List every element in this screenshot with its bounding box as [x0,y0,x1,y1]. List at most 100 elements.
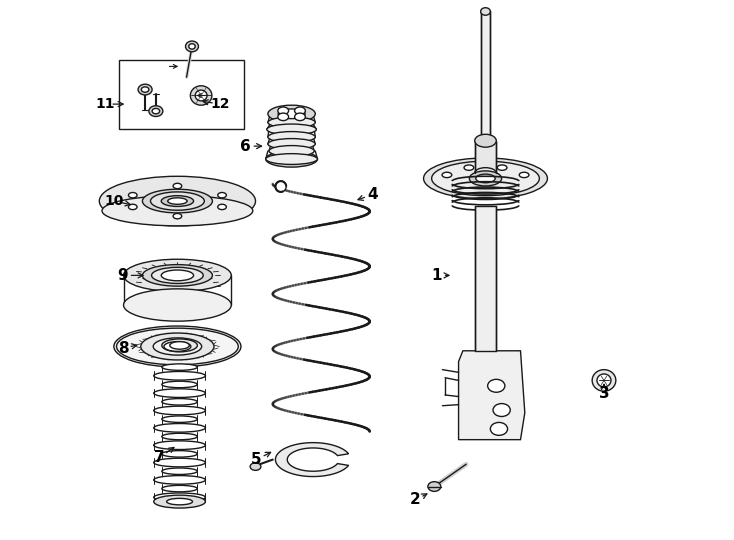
Ellipse shape [141,333,214,360]
Ellipse shape [275,181,286,192]
Ellipse shape [161,364,197,370]
Ellipse shape [186,41,198,52]
Ellipse shape [464,165,473,170]
Ellipse shape [167,198,187,204]
Ellipse shape [114,326,241,367]
Ellipse shape [153,389,206,397]
Ellipse shape [218,192,226,198]
Ellipse shape [161,347,197,353]
Ellipse shape [153,372,206,380]
Ellipse shape [142,87,149,92]
Ellipse shape [173,183,182,188]
Ellipse shape [497,165,507,170]
Ellipse shape [153,476,206,484]
Ellipse shape [475,167,496,178]
Ellipse shape [294,107,305,114]
Ellipse shape [424,158,548,199]
Ellipse shape [142,265,212,286]
Ellipse shape [99,176,255,226]
Ellipse shape [469,171,501,186]
Ellipse shape [161,339,197,352]
Ellipse shape [153,354,206,363]
Ellipse shape [481,8,490,15]
Ellipse shape [150,192,204,210]
Ellipse shape [519,172,529,178]
Ellipse shape [102,195,252,226]
Ellipse shape [490,422,508,435]
Text: 4: 4 [367,187,378,202]
Ellipse shape [128,204,137,210]
Ellipse shape [161,416,197,422]
Ellipse shape [161,485,197,492]
Ellipse shape [151,267,203,284]
Text: 3: 3 [599,387,609,401]
Text: 6: 6 [241,139,251,153]
Ellipse shape [597,374,611,387]
Ellipse shape [161,468,197,475]
Ellipse shape [161,399,197,405]
Ellipse shape [195,90,207,101]
Polygon shape [459,351,525,440]
Ellipse shape [149,106,163,117]
Ellipse shape [250,463,261,470]
Ellipse shape [267,124,316,135]
Ellipse shape [266,154,317,165]
Ellipse shape [153,441,206,449]
Text: 12: 12 [211,97,230,111]
Ellipse shape [269,146,314,157]
Ellipse shape [123,259,231,292]
Text: 7: 7 [154,450,165,465]
Ellipse shape [167,498,192,505]
Ellipse shape [294,113,305,120]
Ellipse shape [170,342,189,349]
Ellipse shape [493,403,510,416]
Ellipse shape [476,174,495,183]
Ellipse shape [153,493,206,502]
Text: 8: 8 [117,341,128,356]
Ellipse shape [123,289,231,321]
Ellipse shape [142,189,212,213]
Ellipse shape [592,370,616,391]
Ellipse shape [117,328,239,365]
Polygon shape [275,443,349,477]
Ellipse shape [152,109,159,114]
Bar [475,206,495,351]
Ellipse shape [161,270,194,281]
Ellipse shape [153,458,206,467]
Ellipse shape [128,192,137,198]
Ellipse shape [268,132,316,143]
Ellipse shape [278,113,288,120]
Text: 11: 11 [95,97,115,111]
Text: 10: 10 [104,194,123,208]
Text: 9: 9 [117,268,128,283]
Text: 1: 1 [432,268,443,283]
Ellipse shape [173,213,182,219]
Ellipse shape [266,151,317,167]
Ellipse shape [153,495,206,508]
Ellipse shape [428,482,441,491]
Ellipse shape [164,342,191,352]
Ellipse shape [138,84,152,95]
Ellipse shape [161,433,197,440]
Ellipse shape [487,379,505,392]
Ellipse shape [432,161,539,195]
Bar [481,11,490,141]
Ellipse shape [153,423,206,432]
Ellipse shape [442,172,451,178]
Ellipse shape [161,451,197,457]
Ellipse shape [153,406,206,415]
Ellipse shape [153,338,202,355]
Ellipse shape [475,134,496,147]
Ellipse shape [268,117,316,128]
Ellipse shape [218,204,226,210]
Text: 2: 2 [410,492,421,508]
Ellipse shape [268,139,316,150]
Text: 5: 5 [251,452,262,467]
Ellipse shape [278,107,288,114]
Ellipse shape [161,195,194,206]
Ellipse shape [189,44,195,49]
Bar [475,141,496,173]
Bar [119,60,244,129]
Ellipse shape [190,86,212,105]
Ellipse shape [268,105,316,123]
